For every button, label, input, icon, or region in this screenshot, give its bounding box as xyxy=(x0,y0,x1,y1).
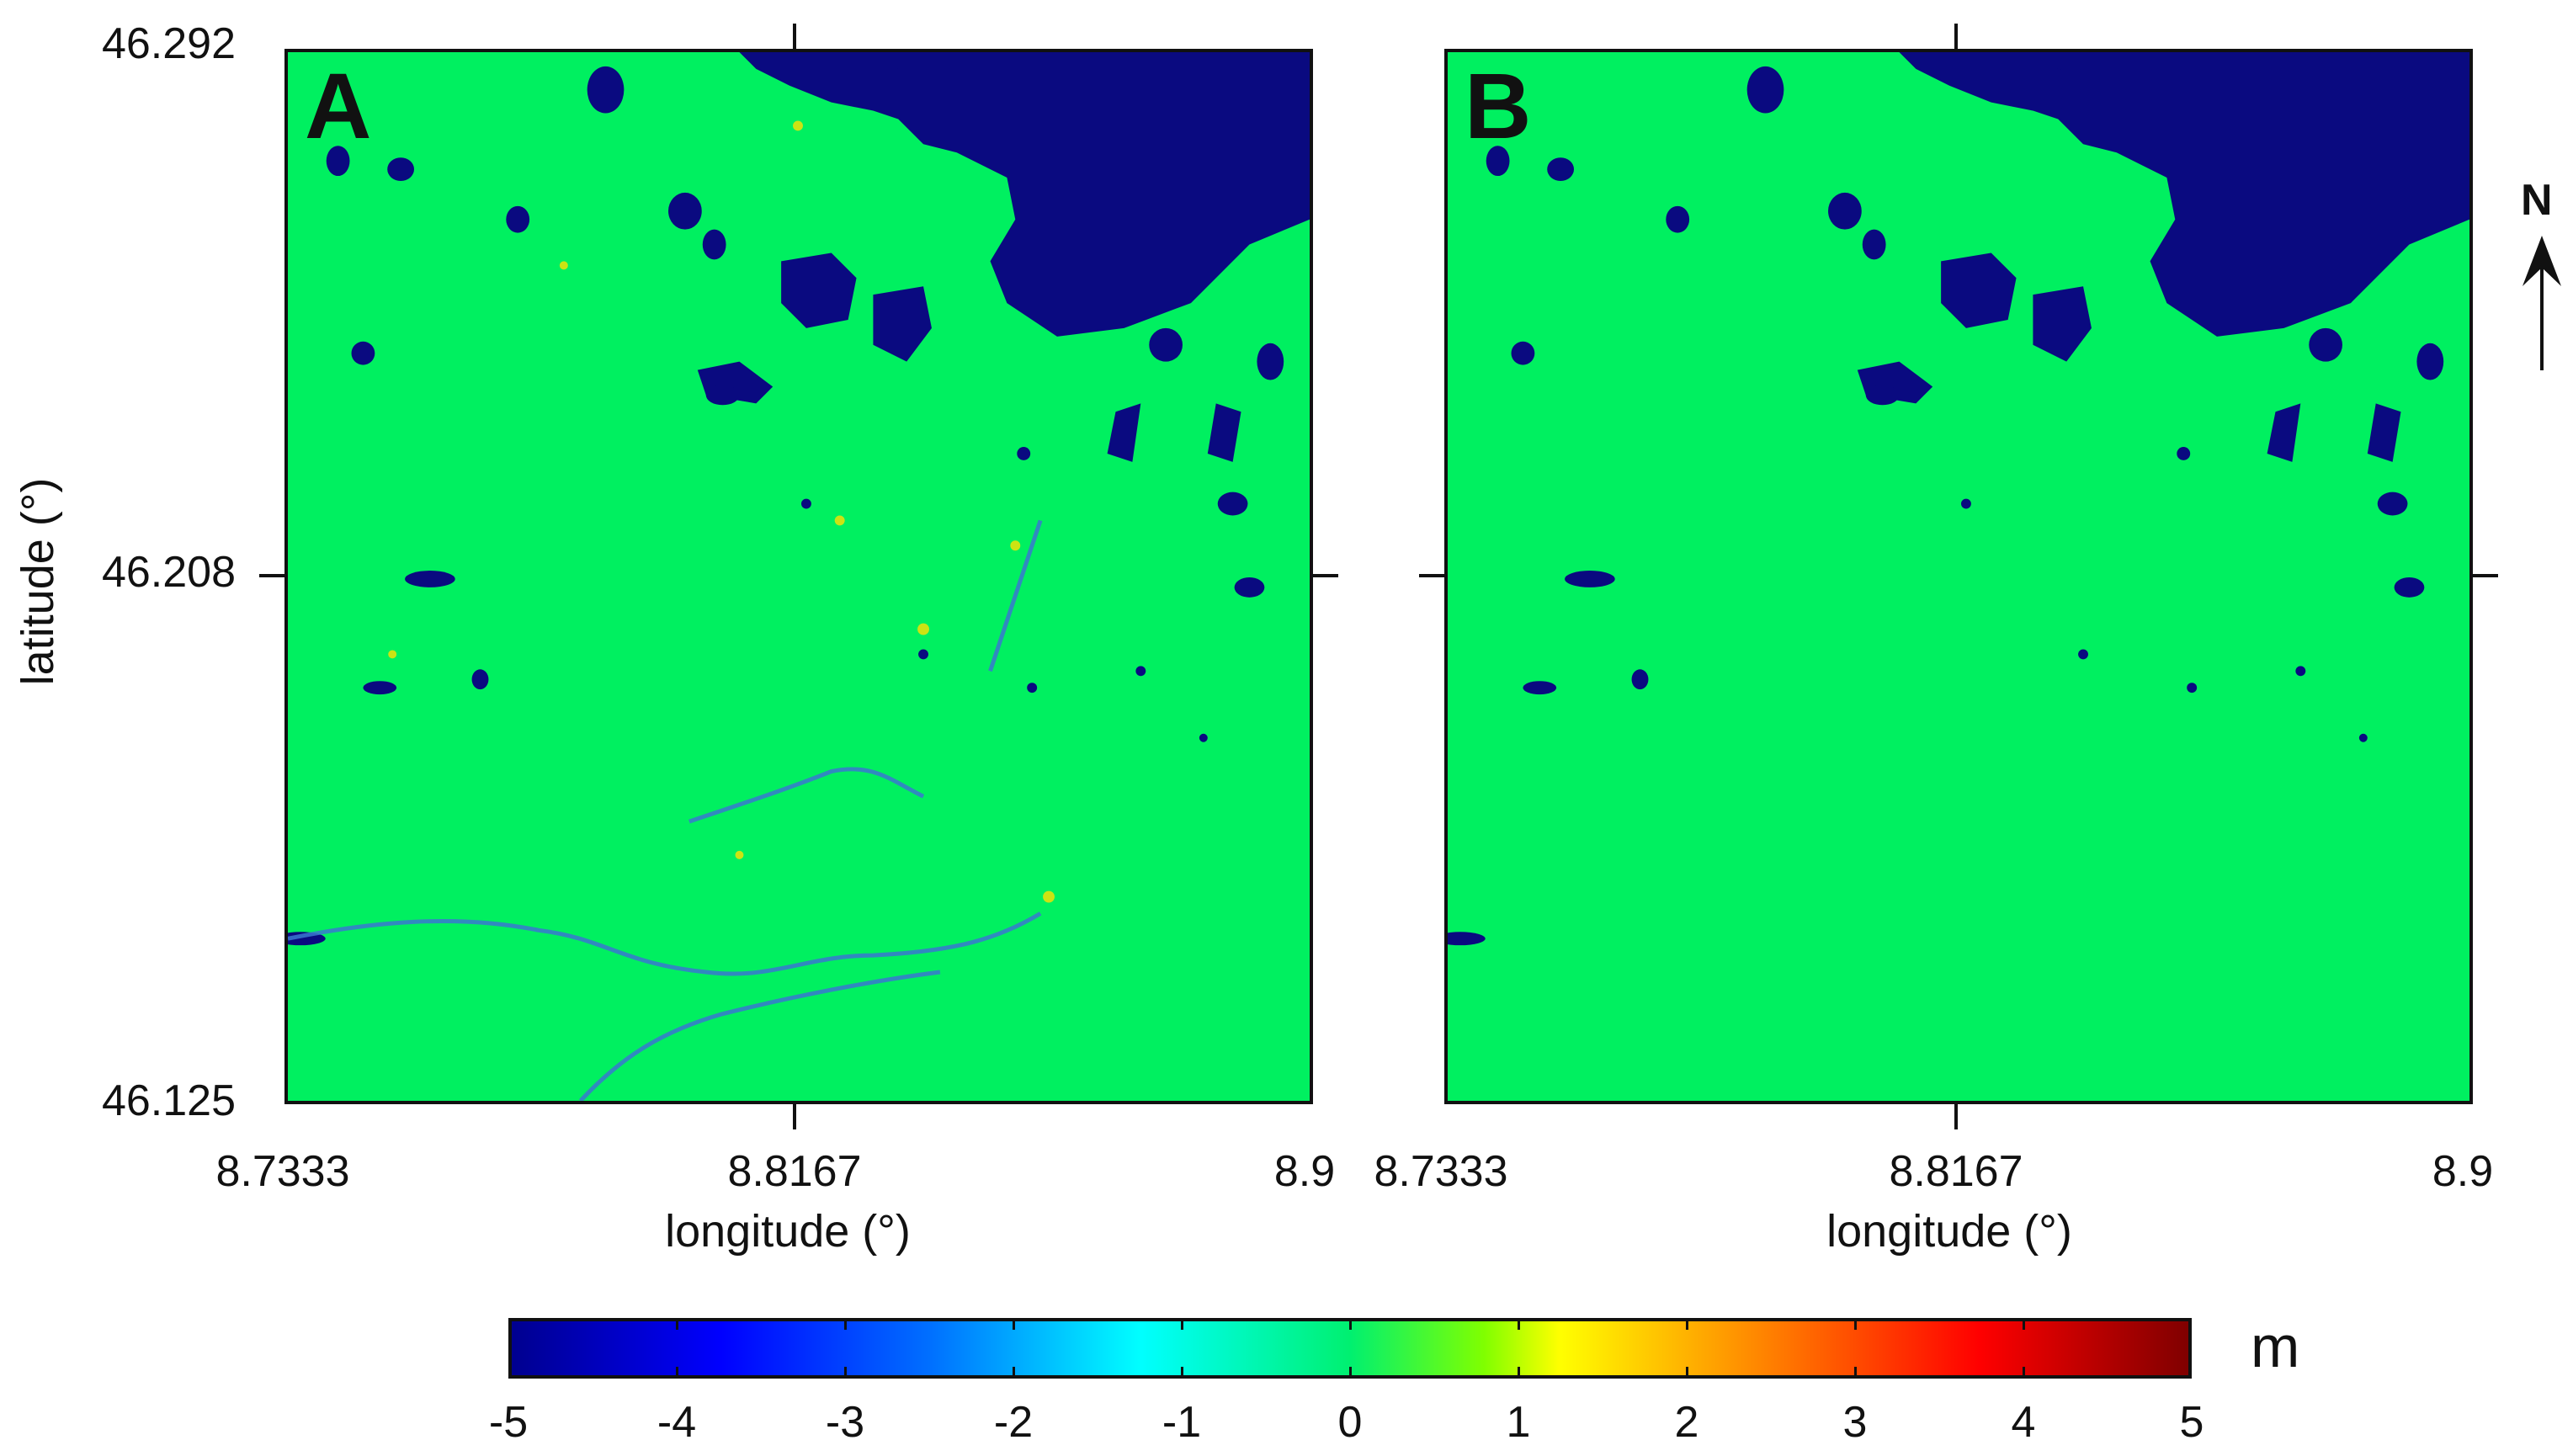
elevation-difference-map-a xyxy=(288,52,1310,1101)
colorbar-tick-label: -2 xyxy=(993,1398,1034,1447)
colorbar-tick-mark xyxy=(1854,1367,1857,1379)
colorbar-tick-mark xyxy=(676,1318,678,1330)
panel-label-b: B xyxy=(1465,55,1532,158)
y-tick-label: 46.125 xyxy=(101,1076,236,1125)
colorbar-tick-mark xyxy=(1349,1318,1352,1330)
colorbar-tick-mark xyxy=(1686,1318,1688,1330)
colorbar-tick-label: 5 xyxy=(2179,1398,2204,1447)
map-panel-b: B xyxy=(1444,49,2473,1104)
tick-mark xyxy=(1313,574,1338,577)
north-arrow-icon xyxy=(2522,236,2561,370)
colorbar-tick-label: -1 xyxy=(1162,1398,1202,1447)
colorbar-tick-mark xyxy=(1518,1318,1520,1330)
colorbar-tick-mark xyxy=(1349,1367,1352,1379)
tick-mark xyxy=(793,24,796,49)
y-tick-label: 46.292 xyxy=(101,19,236,68)
colorbar-tick-label: 2 xyxy=(1674,1398,1699,1447)
y-tick-label: 46.208 xyxy=(101,548,236,597)
colorbar-tick-mark xyxy=(2023,1318,2025,1330)
colorbar-tick-label: -4 xyxy=(657,1398,697,1447)
x-axis-label-b: longitude (°) xyxy=(1826,1206,2072,1257)
x-tick-label: 8.8167 xyxy=(1889,1147,2023,1196)
tick-mark xyxy=(1954,24,1958,49)
tick-mark xyxy=(1419,574,1444,577)
x-tick-label: 8.7333 xyxy=(215,1147,350,1196)
x-tick-label: 8.9 xyxy=(2432,1147,2494,1196)
x-axis-label-a: longitude (°) xyxy=(665,1206,911,1257)
tick-mark xyxy=(259,574,284,577)
colorbar-tick-mark xyxy=(844,1367,847,1379)
colorbar-tick-label: 3 xyxy=(1842,1398,1868,1447)
colorbar-tick-label: 4 xyxy=(2011,1398,2036,1447)
colorbar-tick-mark xyxy=(1181,1367,1183,1379)
x-tick-label: 8.8167 xyxy=(727,1147,862,1196)
map-panel-a: A xyxy=(284,49,1313,1104)
colorbar-tick-mark xyxy=(1854,1318,1857,1330)
colorbar-tick-mark xyxy=(1686,1367,1688,1379)
panel-label-a: A xyxy=(305,55,372,158)
colorbar-tick-label: 0 xyxy=(1337,1398,1363,1447)
colorbar-tick-mark xyxy=(1013,1367,1015,1379)
x-tick-label: 8.7333 xyxy=(1374,1147,1508,1196)
x-tick-label: 8.9 xyxy=(1273,1147,1336,1196)
tick-mark xyxy=(1954,1104,1958,1129)
colorbar-tick-label: 1 xyxy=(1506,1398,1531,1447)
tick-mark xyxy=(2473,574,2498,577)
elevation-difference-map-b xyxy=(1448,52,2469,946)
colorbar-tick-mark xyxy=(844,1318,847,1330)
colorbar-unit: m xyxy=(2251,1314,2300,1379)
colorbar-tick-mark xyxy=(2023,1367,2025,1379)
colorbar-tick-mark xyxy=(1013,1318,1015,1330)
north-label: N xyxy=(2521,176,2553,225)
colorbar-tick-mark xyxy=(676,1367,678,1379)
colorbar-tick-mark xyxy=(1518,1367,1520,1379)
colorbar-tick-mark xyxy=(1181,1318,1183,1330)
tick-mark xyxy=(793,1104,796,1129)
colorbar-tick-label: -5 xyxy=(488,1398,529,1447)
colorbar-tick-label: -3 xyxy=(825,1398,865,1447)
